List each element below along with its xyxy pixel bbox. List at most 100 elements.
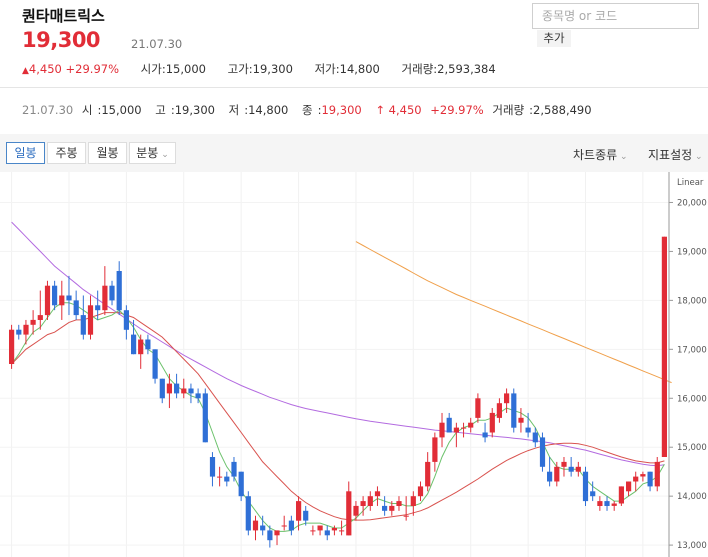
candle-body bbox=[547, 471, 553, 482]
candle-body bbox=[267, 530, 273, 541]
candle-body bbox=[339, 530, 345, 532]
candle-body bbox=[296, 501, 302, 521]
candle-body bbox=[324, 530, 330, 536]
candle-body bbox=[374, 491, 381, 497]
candle-body bbox=[389, 505, 395, 511]
candle-body bbox=[174, 383, 180, 394]
low-price: 저가:14,800 bbox=[314, 62, 380, 76]
indicator-settings-menu[interactable]: 지표설정 ⌄ bbox=[648, 148, 703, 162]
chevron-down-icon: ⌄ bbox=[692, 152, 703, 162]
ma60-line bbox=[11, 221, 665, 467]
candle-body bbox=[590, 491, 596, 497]
candle-body bbox=[439, 422, 445, 438]
y-tick-label: 13,000 bbox=[677, 541, 707, 551]
chevron-down-icon: ⌄ bbox=[158, 150, 169, 160]
candlestick-chart[interactable]: Linear 20,000 19,000 18,000 17,000 16,000 15,0… bbox=[0, 172, 708, 557]
candle-body bbox=[353, 505, 359, 516]
candle-body bbox=[504, 393, 510, 404]
candle-body bbox=[661, 236, 667, 457]
info-date: 21.07.30 bbox=[22, 103, 74, 117]
candle-body bbox=[138, 339, 144, 355]
candle-info-line: 21.07.30 시:15,000 고:19,300 저:14,800 종:19… bbox=[22, 102, 602, 118]
chevron-down-icon: ⌄ bbox=[617, 152, 628, 162]
chart-toolbar: 일봉 주봉 월봉 분봉 ⌄ 차트종류 ⌄ 지표설정 ⌄ bbox=[0, 134, 708, 172]
candle-body bbox=[453, 427, 459, 433]
candle-body bbox=[511, 393, 517, 428]
candle-body bbox=[568, 466, 574, 472]
candle-body bbox=[561, 461, 567, 467]
price-date: 21.07.30 bbox=[131, 37, 183, 51]
candle-body bbox=[238, 471, 244, 497]
candle-body bbox=[37, 315, 43, 320]
candle-body bbox=[532, 432, 538, 443]
candle-body bbox=[152, 349, 158, 379]
candle-body bbox=[618, 486, 624, 504]
open-price: 시가:15,000 bbox=[140, 62, 206, 76]
chart-type-menu[interactable]: 차트종류 ⌄ bbox=[573, 148, 628, 162]
candle-body bbox=[116, 271, 122, 311]
candle-body bbox=[446, 417, 452, 433]
candle-body bbox=[44, 285, 51, 316]
tab-daily[interactable]: 일봉 bbox=[6, 142, 45, 164]
high-price: 고가:19,300 bbox=[227, 62, 293, 76]
candle-body bbox=[331, 528, 337, 531]
add-stock-button[interactable]: 추가 bbox=[537, 30, 571, 47]
candle-body bbox=[475, 398, 481, 418]
info-high: 고:19,300 bbox=[155, 103, 215, 117]
candle-body bbox=[382, 505, 388, 511]
candle-body bbox=[281, 525, 287, 527]
stock-search-box[interactable] bbox=[532, 3, 699, 29]
stock-name: 퀀타매트릭스 bbox=[22, 7, 105, 25]
chart-canvas[interactable]: Linear 20,000 19,000 18,000 17,000 16,000 15,0… bbox=[0, 172, 708, 557]
info-volume: 거래량:2,588,490 bbox=[492, 103, 592, 117]
info-open: 시:15,000 bbox=[81, 103, 142, 117]
candle-body bbox=[245, 496, 251, 531]
candle-body bbox=[410, 496, 416, 506]
candle-body bbox=[346, 491, 352, 536]
candle-body bbox=[597, 501, 603, 506]
candle-body bbox=[525, 427, 531, 433]
candle-body bbox=[102, 285, 108, 311]
candle-body bbox=[461, 427, 467, 429]
tab-minute[interactable]: 분봉 ⌄ bbox=[129, 142, 176, 164]
price-change: ▲4,450 +29.97% bbox=[22, 62, 120, 76]
candle-body bbox=[518, 417, 524, 423]
up-arrow-icon: ▲ bbox=[22, 66, 29, 76]
candle-body bbox=[188, 388, 194, 394]
candle-body bbox=[360, 501, 366, 506]
candle-body bbox=[303, 510, 309, 521]
candle-body bbox=[425, 461, 431, 487]
candle-body bbox=[30, 319, 36, 325]
candle-body bbox=[123, 310, 129, 330]
candle-body bbox=[80, 315, 86, 335]
candle-body bbox=[145, 339, 151, 350]
candle-body bbox=[231, 461, 237, 477]
candle-body bbox=[604, 501, 610, 506]
candle-body bbox=[396, 501, 402, 506]
candle-body bbox=[252, 520, 259, 531]
candle-body bbox=[274, 530, 280, 536]
y-tick-label: 16,000 bbox=[677, 394, 707, 404]
tab-monthly[interactable]: 월봉 bbox=[88, 142, 127, 164]
y-tick-label: 19,000 bbox=[677, 247, 707, 257]
ma20-line bbox=[11, 312, 665, 521]
volume: 거래량:2,593,384 bbox=[401, 62, 496, 76]
candle-body bbox=[611, 503, 617, 506]
tab-weekly[interactable]: 주봉 bbox=[47, 142, 86, 164]
ma120-line bbox=[355, 241, 672, 384]
info-change-pct: +29.97% bbox=[430, 103, 484, 117]
candle-body bbox=[640, 474, 646, 477]
y-tick-label: 15,000 bbox=[677, 443, 707, 453]
candle-body bbox=[95, 305, 101, 311]
stock-search-input[interactable] bbox=[533, 4, 698, 28]
header-divider bbox=[0, 87, 708, 88]
candle-body bbox=[582, 471, 589, 502]
candle-body bbox=[159, 378, 165, 399]
candle-body bbox=[647, 471, 653, 487]
candle-body bbox=[16, 329, 22, 335]
candle-body bbox=[539, 437, 546, 467]
ma5-line bbox=[11, 302, 665, 532]
candle-body bbox=[317, 525, 323, 531]
info-change: ↑ 4,450 bbox=[375, 103, 422, 117]
candle-body bbox=[131, 334, 137, 355]
